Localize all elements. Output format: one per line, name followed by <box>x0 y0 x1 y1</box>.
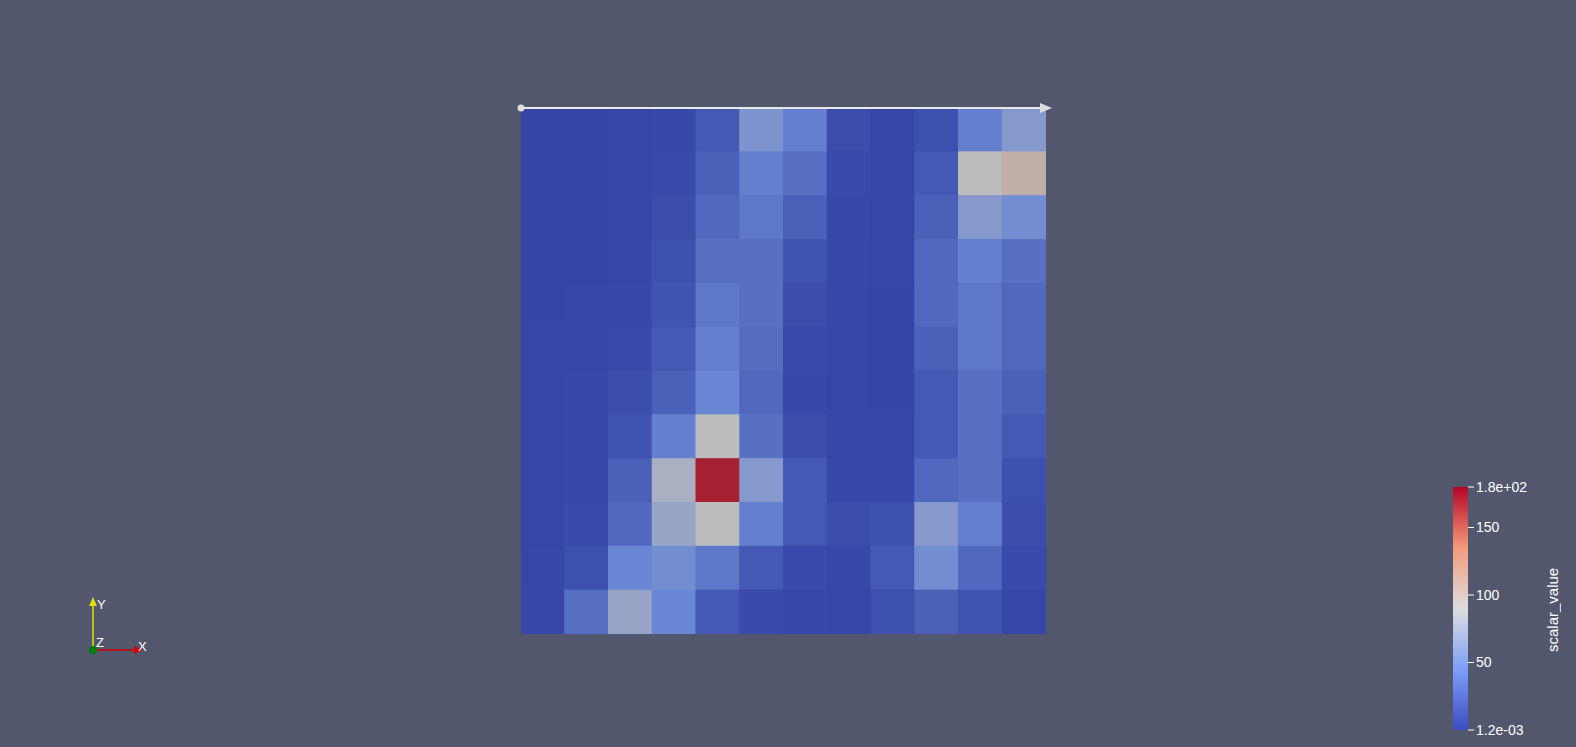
svg-text:150: 150 <box>1476 519 1500 535</box>
svg-text:X: X <box>138 639 147 654</box>
svg-text:1.2e-03: 1.2e-03 <box>1476 722 1524 738</box>
html-text:scalar_value: scalar_value <box>1544 567 1561 653</box>
svg-text:50: 50 <box>1476 654 1492 670</box>
svg-text:1.8e+02: 1.8e+02 <box>1476 479 1527 495</box>
svg-text:100: 100 <box>1476 587 1500 603</box>
svg-text:Z: Z <box>96 635 104 650</box>
svg-text:Y: Y <box>97 597 106 612</box>
